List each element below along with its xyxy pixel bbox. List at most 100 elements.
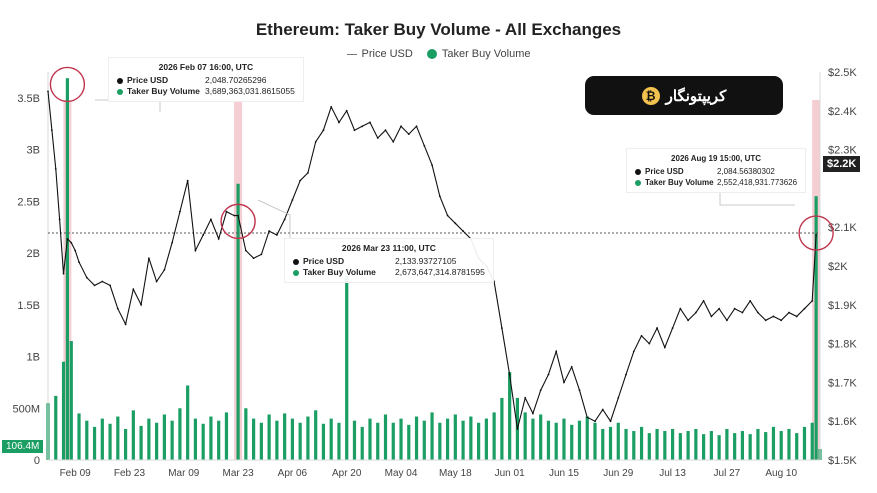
left-tick-label: 1.5B: [17, 300, 40, 312]
volume-bar: [795, 433, 799, 460]
price-point: [202, 234, 205, 236]
right-axis-ticks: $1.5K $1.6K $1.7K $1.8K $1.9K $2K $2.1K $2.3K $2…: [828, 67, 857, 467]
price-point: [508, 373, 511, 376]
left-tick-label: 3B: [27, 145, 40, 157]
volume-bar: [267, 414, 271, 460]
volume-bar: [321, 423, 326, 460]
volume-bar: [539, 414, 543, 460]
price-point: [532, 412, 534, 415]
volume-bar: [69, 341, 73, 460]
x-tick-label: Feb 09: [60, 468, 92, 479]
left-tick-label: 2.5B: [17, 196, 40, 208]
volume-bar: [624, 428, 628, 460]
price-point: [225, 210, 228, 213]
x-tick-label: Apr 06: [278, 468, 308, 479]
current-price-tag: $2.2K: [823, 156, 861, 172]
price-point: [594, 420, 596, 423]
legend-item-price[interactable]: Price USD: [346, 48, 413, 60]
volume-bar: [717, 435, 721, 460]
volume-bar: [178, 408, 182, 460]
volume-bar: [100, 418, 104, 460]
volume-bar: [616, 422, 620, 460]
volume-bar: [554, 422, 558, 460]
price-point: [345, 109, 348, 112]
volume-bar: [209, 416, 213, 460]
price-point: [772, 315, 775, 318]
bitcoin-logo-icon: ₿: [641, 86, 660, 105]
price-point: [252, 257, 255, 260]
price-point: [811, 300, 814, 302]
price-point: [555, 350, 558, 353]
price-point: [376, 137, 379, 139]
x-axis-ticks: Feb 09 Feb 23 Mar 09 Mar 23 Apr 06 Apr 20 May …: [60, 468, 798, 479]
volume-bar: [445, 418, 450, 460]
volume-bar: [77, 413, 81, 460]
price-point: [299, 179, 302, 182]
connector-mar23: [257, 199, 291, 238]
price-point: [687, 319, 690, 322]
tooltip-volume-key: Taker Buy Volume: [127, 86, 200, 96]
price-point: [233, 214, 236, 217]
tooltip-volume-value: 2,673,647,314.8781595: [395, 267, 485, 277]
price-point: [741, 311, 744, 314]
price-point: [757, 311, 759, 314]
price-point: [431, 164, 433, 167]
volume-bar: [368, 418, 372, 460]
price-point: [50, 129, 53, 132]
volume-bar: [593, 422, 597, 460]
tooltip-header: 2026 Aug 19 15:00, UTC: [671, 154, 762, 163]
volume-bar: [224, 412, 229, 460]
price-point: [617, 397, 620, 399]
price-point: [283, 218, 286, 221]
volume-bar: [430, 412, 434, 460]
price-point: [663, 346, 666, 349]
left-tick-label: 3.5B: [17, 93, 40, 105]
price-point: [407, 133, 410, 135]
volume-bar: [477, 422, 481, 460]
volume-bar: [655, 428, 659, 460]
volume-bar: [54, 395, 58, 460]
highlight-circle: [49, 66, 86, 103]
volume-bar: [484, 418, 488, 460]
volume-bar: [345, 275, 349, 460]
x-tick-label: May 04: [385, 468, 418, 479]
volume-bar: [601, 428, 605, 460]
tooltip-volume-value: 2,552,418,931.773626: [717, 178, 798, 187]
price-point: [194, 249, 197, 252]
right-tick-label: $1.8K: [828, 339, 857, 351]
volume-bar: [414, 416, 419, 460]
tooltip-header: 2026 Feb 07 16:00, UTC: [158, 62, 254, 72]
volume-bar: [314, 410, 318, 460]
right-tick-label: $2.5K: [828, 67, 857, 79]
price-point: [516, 428, 519, 430]
volume-bar: [810, 422, 814, 460]
volume-bar: [740, 431, 745, 460]
right-tick-label: $1.6K: [828, 416, 857, 428]
volume-bar: [252, 418, 256, 460]
x-tick-label: Jul 13: [659, 468, 686, 479]
tooltip-mar23: 2026 Mar 23 11:00, UTC Price USD 2,133.93…: [284, 238, 494, 283]
tooltip-volume-key: Taker Buy Volume: [645, 178, 714, 187]
volume-bar: [531, 418, 535, 460]
price-point: [101, 280, 104, 283]
volume-bar: [508, 372, 512, 460]
price-point: [171, 241, 174, 244]
volume-bar: [639, 426, 644, 460]
left-tick-label: 1B: [27, 352, 40, 364]
volume-bar: [352, 420, 357, 460]
volume-bar: [585, 416, 589, 460]
legend: Price USD Taker Buy Volume: [0, 48, 877, 60]
legend-item-volume[interactable]: Taker Buy Volume: [426, 48, 531, 60]
price-point: [679, 307, 682, 310]
volume-bar: [492, 412, 496, 460]
volume-bar: [116, 416, 120, 460]
price-point: [446, 214, 449, 217]
tooltip-volume-value: 3,689,363,031.8615055: [205, 86, 295, 96]
tooltip-volume-key: Taker Buy Volume: [303, 267, 376, 277]
volume-bar: [391, 422, 395, 460]
x-tick-label: Aug 10: [765, 468, 797, 479]
price-point: [578, 389, 581, 392]
tooltip-header: 2026 Mar 23 11:00, UTC: [341, 243, 436, 253]
volume-bar: [329, 418, 333, 460]
